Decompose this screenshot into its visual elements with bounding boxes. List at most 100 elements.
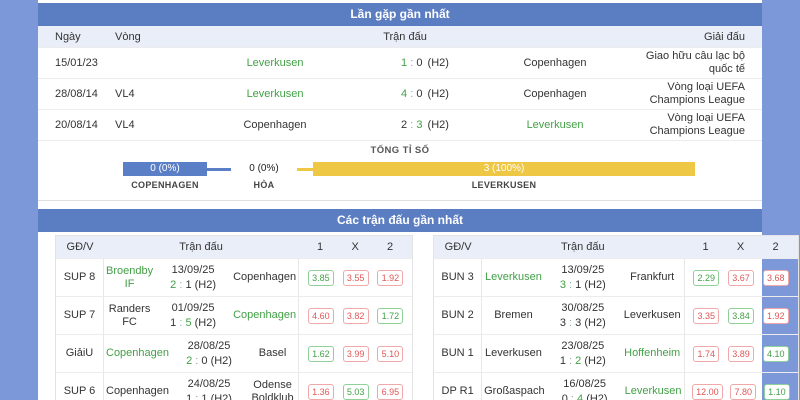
away-team: Copenhagen [523,88,587,100]
match-row: SUP 6 Copenhagen 24/08/25 1 : 1 (H2) Oden… [56,372,413,400]
league-code: BUN 3 [434,259,483,296]
home-team: Leverkusen [246,57,304,69]
odds-draw: 7.80 [730,383,757,400]
league-code: SUP 8 [56,259,104,296]
column-header-tournament: Giải đấu [704,30,745,43]
league-code: GiảiU [56,335,104,372]
match-score: 4 : 0 (H2) [401,88,449,100]
tournament-name: Giao hữu câu lạc bộ quốc tế [645,50,745,75]
odds-away: 4.10 [762,345,789,362]
tournament-name: Vòng loại UEFA Champions League [649,81,745,106]
date-and-score: 24/08/25 1 : 1 (H2) [186,377,232,400]
odds-draw: 3.55 [342,269,369,286]
odds-draw: 3.82 [342,307,369,324]
home-team: Leverkusen [485,271,542,283]
column-header-match: Trận đấu [561,241,605,253]
column-header-league: GĐ/V [444,241,472,253]
recent-section-title: Các trận đấu gần nhất [38,209,762,232]
odds-group: 2.29 3.67 3.68 [683,259,798,296]
date-and-score: 28/08/25 2 : 0 (H2) [186,339,232,367]
leverkusen-wins-bar: 3 (100%) [313,162,695,176]
odds-group: 1.36 5.03 6.95 [298,373,412,400]
bar-connector [297,168,313,171]
home-team: Copenhagen [243,119,307,131]
leverkusen-wins: 3 (100%) LEVERKUSEN [313,162,695,190]
home-team: Großaspach [484,385,545,397]
away-team: Hoffenheim [624,347,681,359]
h2h-section-title: Lần gặp gần nhất [38,3,762,26]
odds-away: 1.72 [377,307,404,324]
match-round: VL4 [115,88,135,100]
home-team: Broendby IF [106,264,154,290]
league-code: SUP 6 [56,373,104,400]
bar-connector [207,168,231,171]
total-score-summary: TỔNG TỈ SỐ 0 (0%) COPENHAGEN 0 (0%) HÒA … [38,140,762,200]
copenhagen-wins-bar: 0 (0%) [123,162,207,176]
league-code: DP R1 [434,373,483,400]
match-row: BUN 3 Leverkusen 13/09/25 3 : 1 (H2) Fran… [434,258,798,296]
column-header-match: Trận đấu [383,30,427,43]
recent-table-copenhagen: GĐ/V Trận đấu 1 X 2 SUP 8 Broendby IF 13… [55,235,414,400]
date-and-score: 01/09/25 1 : 5 (H2) [170,301,217,329]
odds-away: 1.10 [763,383,790,400]
odds-group: 1.74 3.89 4.10 [683,335,798,372]
column-header-x: X [351,241,359,253]
league-code: SUP 7 [56,297,104,334]
column-header-2: 2 [772,241,779,253]
home-team: Bremen [494,309,533,321]
date-and-score: 23/08/25 1 : 2 (H2) [559,339,606,367]
home-team: Randers FC [108,302,151,328]
away-team: Copenhagen [233,309,297,321]
odds-draw: 3.89 [728,345,755,362]
column-header-x: X [736,241,745,253]
column-header-match: Trận đấu [179,241,223,253]
match-date: 28/08/14 [55,88,98,100]
column-header-round: Vòng [115,30,141,43]
odds-group: 3.35 3.84 1.92 [683,297,798,334]
recent-table-header: GĐ/V Trận đấu 1 X 2 [434,236,798,258]
tournament-name: Vòng loại UEFA Champions League [649,112,745,137]
away-team: Copenhagen [233,271,297,283]
column-header-league: GĐ/V [66,241,94,253]
away-team: Frankfurt [630,271,675,283]
match-row: BUN 2 Bremen 30/08/25 3 : 3 (H2) Leverkus… [434,296,798,334]
match-row: SUP 7 Randers FC 01/09/25 1 : 5 (H2) Cope… [56,296,413,334]
panel-gap [38,201,762,209]
home-team: Leverkusen [246,88,304,100]
away-team: Leverkusen [623,309,681,321]
h2h-panel: Lần gặp gần nhất Ngày Vòng Trận đấu Giải… [38,3,762,201]
date-and-score: 13/09/25 3 : 1 (H2) [559,263,606,291]
date-and-score: 16/08/25 0 : 4 (H2) [561,377,608,400]
recent-table-leverkusen: GĐ/V Trận đấu 1 X 2 BUN 3 Leverkusen 13/… [433,235,799,400]
away-team: Basel [258,347,287,359]
odds-draw: 3.67 [728,269,755,286]
odds-home: 1.62 [307,345,334,362]
main-content: Lần gặp gần nhất Ngày Vòng Trận đấu Giải… [38,0,799,400]
away-team: Copenhagen [523,57,587,69]
h2h-match-row: 28/08/14 VL4 Leverkusen 4 : 0 (H2) Copen… [38,78,762,109]
odds-group: 1.62 3.99 5.10 [298,335,412,372]
recent-table-header: GĐ/V Trận đấu 1 X 2 [56,236,413,258]
home-team: Leverkusen [485,347,542,359]
odds-away: 5.10 [377,345,404,362]
h2h-match-row: 15/01/23 Leverkusen 1 : 0 (H2) Copenhage… [38,47,762,78]
draw-label: HÒA [253,180,275,190]
odds-away: 6.95 [377,383,404,400]
league-code: BUN 2 [434,297,483,334]
odds-away: 1.92 [762,307,789,324]
away-team: Leverkusen [624,385,682,397]
match-row: BUN 1 Leverkusen 23/08/25 1 : 2 (H2) Hoff… [434,334,798,372]
column-header-1: 1 [702,241,709,253]
match-round: VL4 [115,119,135,131]
column-header-odds: 1 X 2 [684,241,798,253]
copenhagen-label: COPENHAGEN [131,180,199,190]
odds-home: 3.85 [307,269,334,286]
column-header-2: 2 [387,241,394,253]
odds-draw: 3.84 [728,307,755,324]
match-date: 20/08/14 [55,119,98,131]
copenhagen-wins: 0 (0%) COPENHAGEN [123,162,207,190]
match-row: GiảiU Copenhagen 28/08/25 2 : 0 (H2) Base… [56,334,413,372]
home-team: Copenhagen [106,385,170,397]
odds-draw: 5.03 [342,383,369,400]
odds-group: 3.85 3.55 1.92 [298,259,412,296]
